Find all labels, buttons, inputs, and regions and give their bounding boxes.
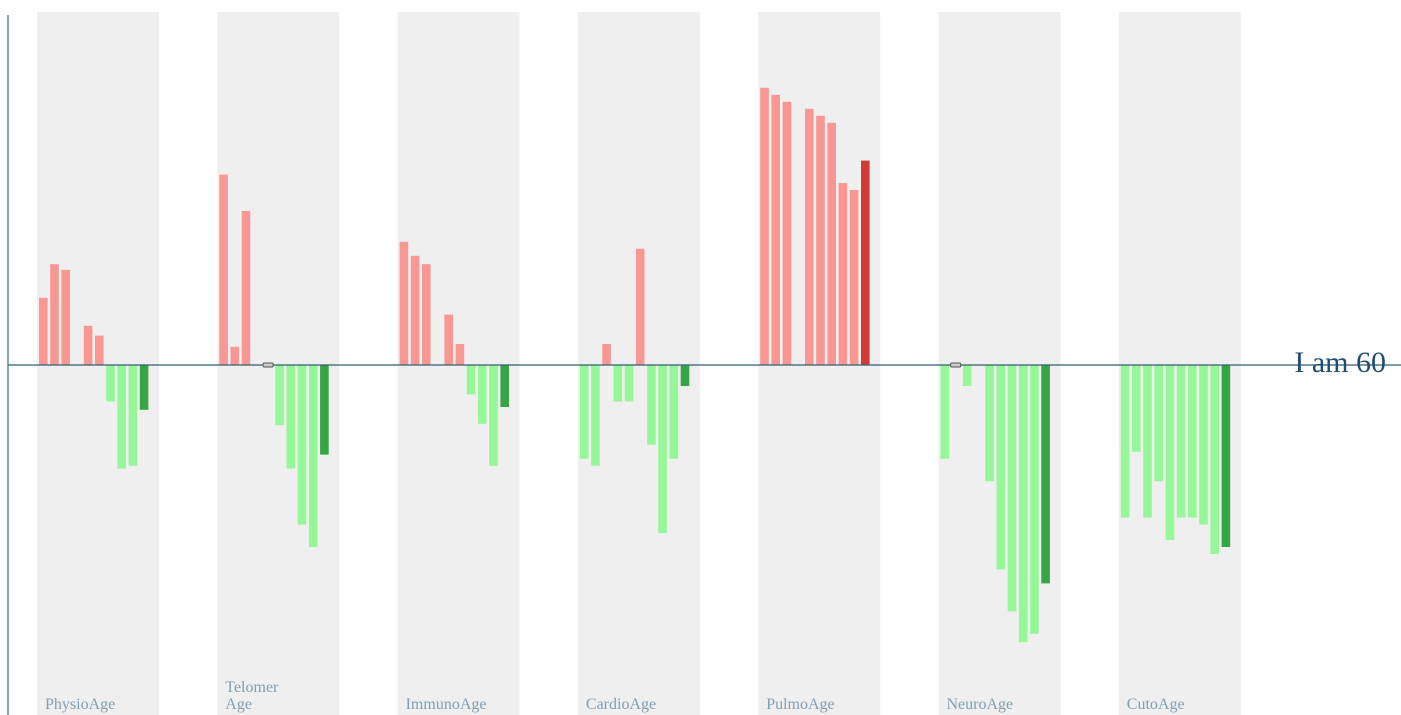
bar	[647, 365, 656, 445]
bar	[1041, 365, 1050, 584]
bar	[83, 325, 93, 365]
bar	[1018, 365, 1028, 643]
reference-label: I am 60	[1294, 346, 1386, 379]
zero-markers	[262, 362, 962, 368]
category-label: CutoAge	[1127, 696, 1185, 713]
bar	[849, 190, 859, 365]
category-label: NeuroAge	[947, 696, 1014, 713]
bar	[658, 365, 667, 533]
bar	[613, 365, 623, 402]
bar	[771, 94, 780, 366]
bar	[275, 365, 284, 426]
bar	[139, 365, 149, 410]
bar	[996, 365, 1006, 570]
zero-value-marker	[950, 362, 962, 368]
bar	[1199, 365, 1208, 525]
category-label: ImmunoAge	[406, 696, 487, 713]
bar	[297, 365, 307, 525]
bar	[635, 248, 645, 365]
bar	[940, 365, 950, 459]
bar	[591, 365, 600, 466]
bar	[1221, 365, 1231, 547]
bar	[1120, 365, 1130, 518]
bar	[680, 365, 690, 386]
bar	[1143, 365, 1152, 518]
category-label: CardioAge	[586, 696, 656, 713]
bar	[61, 269, 70, 365]
bar	[805, 108, 814, 366]
bar	[219, 174, 228, 365]
bar	[838, 183, 848, 365]
bar	[782, 101, 792, 366]
category-label: Age	[225, 696, 252, 713]
bar	[624, 365, 634, 402]
bar	[117, 365, 126, 469]
bar	[308, 365, 318, 547]
bar	[1176, 365, 1186, 518]
bar	[985, 365, 994, 482]
bar	[230, 346, 240, 365]
bar	[760, 87, 769, 366]
zero-value-marker	[262, 362, 274, 368]
bar	[320, 365, 329, 455]
bar	[286, 365, 296, 469]
bar	[489, 365, 498, 466]
bar	[1030, 365, 1039, 634]
bar-series	[39, 87, 1231, 643]
bar	[1210, 365, 1219, 554]
bar	[50, 264, 59, 365]
bar	[455, 344, 465, 365]
bar	[241, 211, 251, 365]
bar	[1154, 365, 1163, 482]
category-label: Telomer	[225, 679, 279, 696]
bar	[861, 160, 870, 365]
category-panel	[1118, 12, 1241, 715]
bar	[422, 264, 431, 365]
bar	[478, 365, 487, 424]
bar	[466, 365, 476, 395]
bar	[669, 365, 679, 459]
bar	[962, 365, 972, 386]
bar	[827, 122, 836, 365]
bar	[410, 255, 420, 365]
category-label: PhysioAge	[45, 696, 115, 713]
bar	[128, 365, 138, 466]
bar	[106, 365, 115, 402]
category-label: PulmoAge	[766, 696, 834, 713]
bar	[579, 365, 589, 459]
bar	[1132, 365, 1141, 452]
bar	[1007, 365, 1017, 612]
bar	[444, 314, 453, 365]
bar	[500, 365, 509, 407]
bar	[602, 344, 611, 365]
bar	[1165, 365, 1175, 540]
bar	[816, 115, 825, 365]
bar	[1188, 365, 1197, 518]
bar	[39, 297, 48, 365]
bar	[95, 335, 104, 365]
bar	[399, 241, 409, 365]
